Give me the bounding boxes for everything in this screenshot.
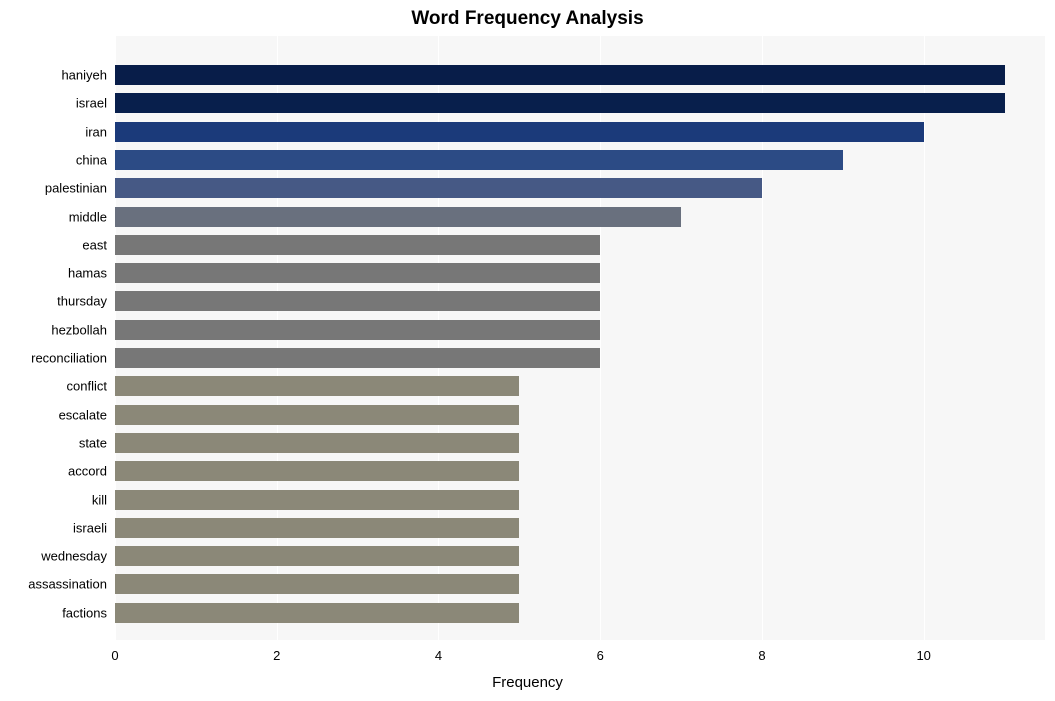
bar <box>115 122 924 142</box>
bar <box>115 405 519 425</box>
y-tick-label: middle <box>0 209 107 224</box>
x-tick-label: 10 <box>916 648 930 663</box>
x-tick-label: 6 <box>597 648 604 663</box>
bar <box>115 490 519 510</box>
y-tick-label: factions <box>0 605 107 620</box>
x-tick-label: 4 <box>435 648 442 663</box>
y-tick-label: conflict <box>0 379 107 394</box>
bar <box>115 376 519 396</box>
y-tick-label: state <box>0 435 107 450</box>
bar <box>115 93 1005 113</box>
bar <box>115 603 519 623</box>
bar <box>115 235 600 255</box>
bar <box>115 461 519 481</box>
y-tick-label: iran <box>0 124 107 139</box>
word-frequency-chart: Word Frequency Analysis Frequency 0 2 4 6 8 1… <box>0 0 1055 701</box>
bar <box>115 263 600 283</box>
bar <box>115 348 600 368</box>
x-axis-label: Frequency <box>0 674 1055 691</box>
y-tick-label: hamas <box>0 266 107 281</box>
bar <box>115 574 519 594</box>
y-tick-label: assassination <box>0 577 107 592</box>
x-tick-label: 0 <box>111 648 118 663</box>
y-tick-label: wednesday <box>0 549 107 564</box>
y-tick-label: israeli <box>0 520 107 535</box>
bar <box>115 320 600 340</box>
y-tick-label: china <box>0 152 107 167</box>
bar <box>115 546 519 566</box>
y-tick-label: hezbollah <box>0 322 107 337</box>
bar <box>115 518 519 538</box>
bar <box>115 178 762 198</box>
y-tick-label: israel <box>0 96 107 111</box>
plot-area <box>115 36 1045 640</box>
y-tick-label: thursday <box>0 294 107 309</box>
bar <box>115 65 1005 85</box>
y-tick-label: palestinian <box>0 181 107 196</box>
bar <box>115 291 600 311</box>
y-tick-label: reconciliation <box>0 351 107 366</box>
y-tick-label: escalate <box>0 407 107 422</box>
bar <box>115 207 681 227</box>
gridline <box>924 36 925 640</box>
x-tick-label: 8 <box>758 648 765 663</box>
y-tick-label: haniyeh <box>0 68 107 83</box>
y-tick-label: kill <box>0 492 107 507</box>
chart-title: Word Frequency Analysis <box>0 8 1055 30</box>
bar <box>115 150 843 170</box>
bar <box>115 433 519 453</box>
y-tick-label: east <box>0 237 107 252</box>
x-tick-label: 2 <box>273 648 280 663</box>
y-tick-label: accord <box>0 464 107 479</box>
